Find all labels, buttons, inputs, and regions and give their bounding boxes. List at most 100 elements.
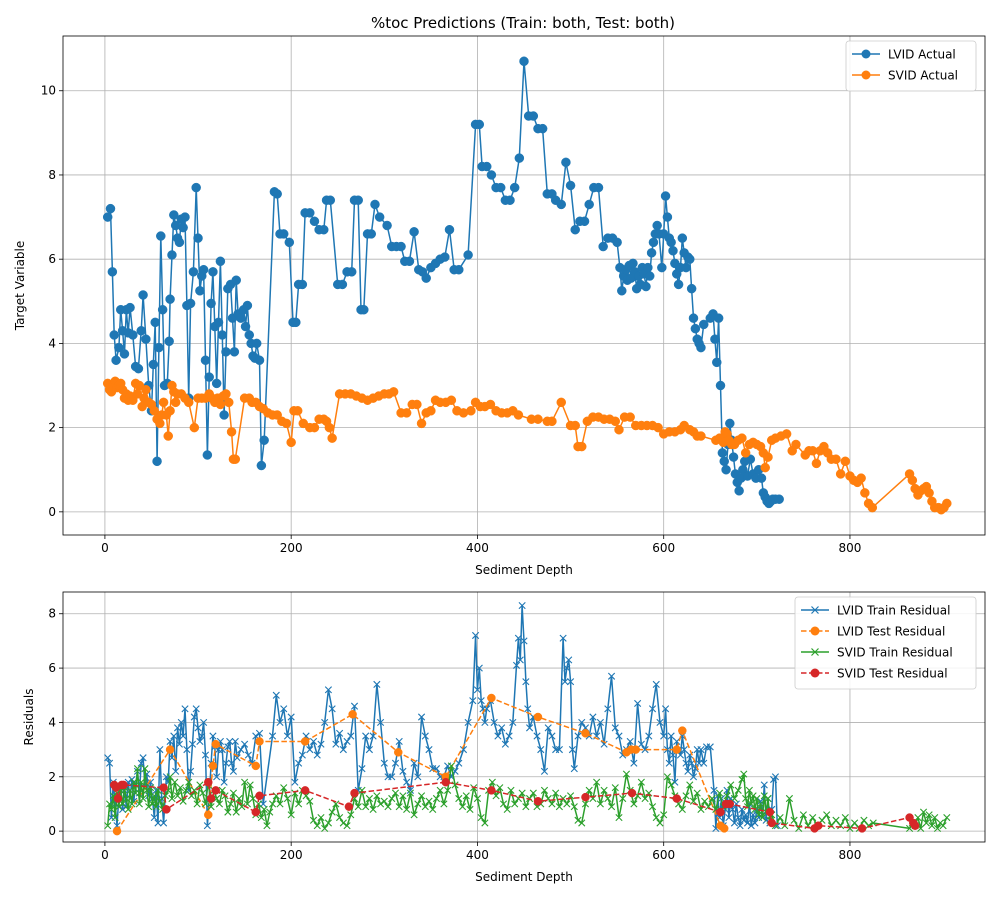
data-point <box>673 279 684 290</box>
data-point <box>734 486 744 496</box>
data-point <box>455 759 463 767</box>
data-point <box>173 792 182 800</box>
data-point <box>626 737 634 746</box>
data-point <box>576 441 587 452</box>
data-point <box>678 726 687 735</box>
data-point <box>152 456 162 467</box>
data-point <box>132 789 140 797</box>
data-point <box>910 821 920 830</box>
data-point <box>395 803 403 811</box>
data-point <box>224 808 232 816</box>
data-point <box>581 792 590 802</box>
data-point <box>565 180 576 191</box>
legend-marker <box>810 626 820 636</box>
x-tick-label: 400 <box>466 541 489 555</box>
axes-frame <box>62 35 986 536</box>
data-point <box>719 456 729 467</box>
data-point <box>336 813 344 822</box>
data-point <box>648 237 659 248</box>
data-point <box>432 794 441 803</box>
data-point <box>150 792 158 800</box>
data-point <box>150 813 158 822</box>
data-point <box>107 267 118 277</box>
data-point <box>698 319 709 330</box>
data-point <box>827 822 835 830</box>
data-point <box>348 710 357 719</box>
data-point <box>156 231 166 241</box>
data-point <box>756 800 765 808</box>
data-point <box>111 355 121 365</box>
data-point <box>181 705 189 713</box>
data-point <box>122 794 130 803</box>
data-point <box>907 475 918 486</box>
data-point <box>686 283 697 294</box>
data-point <box>528 111 539 121</box>
data-point <box>337 279 348 290</box>
data-point <box>221 347 231 357</box>
x-tick-label: 800 <box>839 848 862 862</box>
data-point <box>321 824 329 833</box>
data-point <box>201 751 210 759</box>
data-point <box>350 702 359 710</box>
x-axis-label: Sediment Depth <box>475 870 573 884</box>
data-point <box>835 469 846 479</box>
data-point <box>421 273 431 283</box>
data-point <box>281 418 292 429</box>
data-point <box>188 740 197 748</box>
data-point <box>454 264 464 275</box>
data-point <box>475 664 483 672</box>
data-point <box>749 811 757 819</box>
x-axis-label: Sediment Depth <box>475 563 573 577</box>
data-point <box>522 803 530 811</box>
data-point <box>760 781 768 789</box>
data-point <box>284 237 295 248</box>
x-tick-label: 0 <box>101 848 109 862</box>
data-point <box>354 803 362 811</box>
data-point <box>860 488 870 498</box>
data-point <box>518 789 526 797</box>
data-point <box>283 794 292 803</box>
data-point <box>192 705 200 713</box>
data-point <box>194 724 202 732</box>
data-point <box>738 775 746 784</box>
data-point <box>382 220 392 231</box>
y-tick-label: 2 <box>48 770 56 784</box>
data-point <box>227 759 236 767</box>
data-point <box>678 805 686 813</box>
data-point <box>292 406 303 416</box>
data-point <box>211 786 220 795</box>
data-point <box>204 372 214 382</box>
data-point <box>141 765 149 773</box>
data-point <box>652 220 662 231</box>
data-point <box>734 786 742 794</box>
data-point <box>280 705 288 713</box>
data-point <box>615 732 623 740</box>
data-point <box>579 216 590 227</box>
data-point <box>755 811 763 819</box>
data-point <box>217 330 228 340</box>
data-point <box>166 773 174 781</box>
data-point <box>931 813 939 822</box>
data-point <box>520 637 528 645</box>
data-point <box>648 705 657 713</box>
data-point <box>300 786 310 795</box>
data-point <box>593 778 601 786</box>
data-point <box>159 783 168 792</box>
data-point <box>814 821 823 830</box>
data-point <box>942 498 952 509</box>
chart-title: %toc Predictions (Train: both, Test: bot… <box>371 14 675 32</box>
data-point <box>495 182 506 193</box>
data-point <box>607 803 616 811</box>
data-point <box>188 267 199 277</box>
data-point <box>133 765 142 773</box>
data-point <box>154 342 164 353</box>
data-point <box>391 789 400 797</box>
data-point <box>652 680 660 688</box>
legend-marker <box>811 648 819 656</box>
data-point <box>685 254 695 264</box>
data-point <box>652 813 660 822</box>
data-point <box>260 805 268 813</box>
data-point <box>444 224 455 235</box>
data-point <box>429 805 437 813</box>
data-point <box>317 813 325 822</box>
